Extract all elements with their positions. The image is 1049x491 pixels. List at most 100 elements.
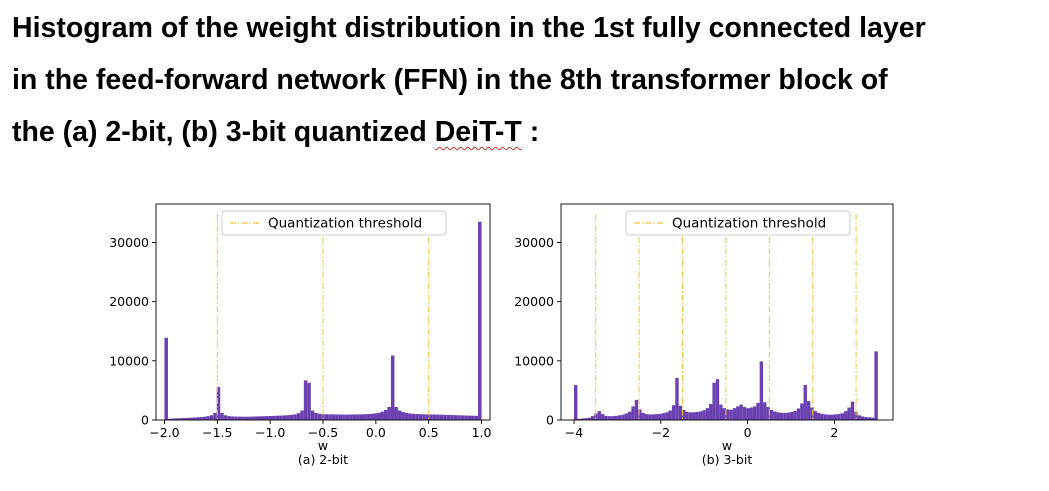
histogram-bar xyxy=(864,417,868,420)
histogram-bar xyxy=(607,416,612,420)
histogram-bar xyxy=(216,386,221,420)
histogram-bar xyxy=(719,404,723,420)
histogram-bar xyxy=(671,405,676,420)
legend-box xyxy=(625,210,851,236)
histogram-bar xyxy=(248,416,252,420)
histogram-bar xyxy=(624,413,629,420)
histogram-bar xyxy=(425,414,430,420)
histogram-bar xyxy=(840,413,845,420)
histogram-bar xyxy=(790,412,794,420)
histogram-bar xyxy=(590,416,595,420)
heading-line-1: Histogram of the weight distribution in … xyxy=(12,12,926,44)
histogram-bar xyxy=(702,410,706,420)
histogram-bar xyxy=(432,414,437,420)
histogram-bar xyxy=(773,411,777,420)
x-axis-label: w xyxy=(722,438,732,453)
histogram-bar xyxy=(345,414,350,420)
y-tick-label: 0 xyxy=(546,413,554,428)
histogram-bar xyxy=(443,414,447,420)
histogram-bar xyxy=(234,416,238,420)
histogram-bar xyxy=(300,410,304,420)
histogram-bar xyxy=(854,411,858,420)
histogram-bar xyxy=(293,414,297,420)
histogram-bar xyxy=(195,417,200,420)
histogram-bar xyxy=(185,417,189,420)
histogram-bar xyxy=(310,410,315,420)
x-tick-label: 0.5 xyxy=(419,425,439,440)
histogram-bar xyxy=(206,416,210,420)
histogram-bar xyxy=(359,414,364,420)
y-tick-label: 10000 xyxy=(514,353,554,368)
histogram-bar xyxy=(769,409,774,420)
histogram-bar xyxy=(837,414,841,420)
histogram-bar xyxy=(436,414,440,420)
histogram-bar xyxy=(658,413,662,420)
histogram-bar xyxy=(370,413,374,420)
histogram-bar xyxy=(597,411,602,420)
histogram-bar xyxy=(314,412,318,420)
histogram-bar xyxy=(678,405,683,420)
histogram-bar xyxy=(682,409,686,420)
heading-line-3-prefix: the (a) 2-bit, (b) 3-bit quantized xyxy=(12,116,435,148)
heading-line-3: the (a) 2-bit, (b) 3-bit quantized DeiT-… xyxy=(12,106,1047,158)
y-tick-label: 30000 xyxy=(109,235,149,250)
y-tick-label: 20000 xyxy=(514,294,554,309)
x-tick-label: 1.0 xyxy=(472,425,492,440)
histogram-bar xyxy=(725,409,730,420)
histogram-bar xyxy=(665,412,669,420)
histogram-bar xyxy=(272,415,276,420)
histogram-bar xyxy=(335,414,339,420)
histogram-bar xyxy=(793,410,797,420)
histogram-bar xyxy=(722,408,726,420)
histogram-bar xyxy=(685,411,689,420)
histogram-bar xyxy=(709,404,713,420)
histogram-bar xyxy=(577,418,581,420)
histogram-bar xyxy=(408,413,412,420)
histogram-bar xyxy=(874,351,878,420)
histogram-bar xyxy=(422,414,426,420)
histogram-bar xyxy=(265,416,269,420)
heading-line-2: in the feed-forward network (FFN) in the… xyxy=(12,64,888,96)
histogram-bar xyxy=(648,414,652,420)
histogram-bar xyxy=(833,414,838,420)
histogram-bar xyxy=(817,412,821,420)
histogram-bar xyxy=(692,412,696,420)
histogram-bar xyxy=(188,417,193,420)
histogram-bar xyxy=(644,414,649,420)
histogram-bar xyxy=(763,402,767,420)
histogram-bar xyxy=(827,414,831,420)
histogram-bar xyxy=(732,408,737,420)
x-axis-label: w xyxy=(318,438,328,453)
x-tick-label: −1.5 xyxy=(202,425,232,440)
histogram-bar xyxy=(871,417,875,420)
histogram-bar xyxy=(317,413,322,420)
histogram-bar xyxy=(223,415,228,420)
histogram-bar xyxy=(213,412,217,420)
histogram-bar xyxy=(296,413,301,420)
chart-subtitle: (b) 3-bit xyxy=(702,452,753,467)
histogram-bar xyxy=(397,410,402,420)
histogram-bar xyxy=(695,412,699,420)
histogram-bar xyxy=(450,415,454,420)
histogram-bar xyxy=(342,414,346,420)
x-tick-label: 2 xyxy=(830,425,838,440)
histogram-bar xyxy=(411,413,416,420)
histogram-bar xyxy=(262,416,266,420)
histogram-bar xyxy=(255,416,259,420)
histogram-bar xyxy=(628,411,632,420)
histogram-bar xyxy=(324,414,329,420)
histogram-bar xyxy=(457,415,461,420)
histogram-bar xyxy=(756,402,760,420)
histogram-bar xyxy=(394,406,398,420)
histogram-bar xyxy=(860,416,865,420)
histogram-bar xyxy=(844,411,848,420)
histogram-bar xyxy=(209,415,214,420)
histogram-bar xyxy=(282,415,287,420)
histogram-bar xyxy=(446,414,451,420)
histogram-bar xyxy=(377,412,381,420)
histogram-bar xyxy=(356,414,360,420)
histogram-bar xyxy=(471,415,475,420)
histogram-bar xyxy=(328,414,332,420)
histogram-bar xyxy=(739,404,743,420)
histogram-bar xyxy=(289,414,294,420)
